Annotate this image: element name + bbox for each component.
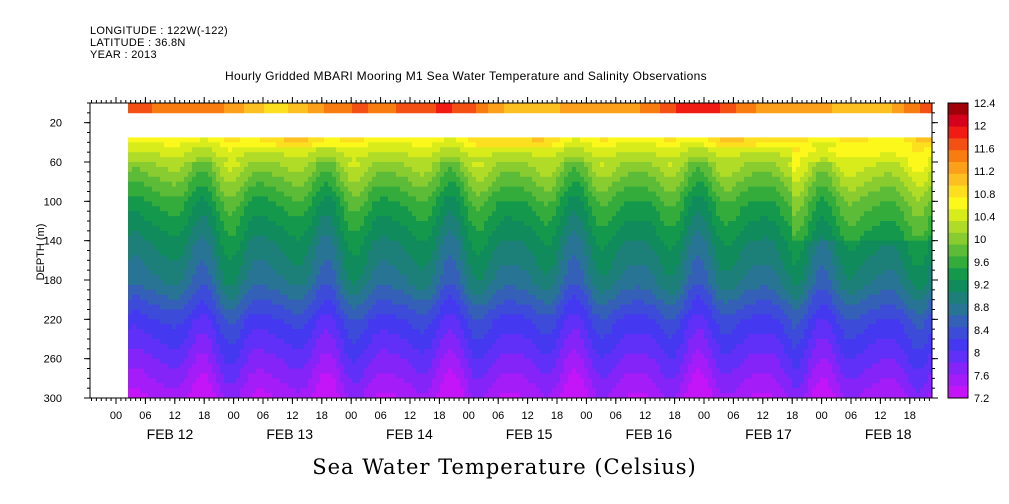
x-tick-label: 12 (404, 410, 416, 422)
x-day-label: FEB 14 (386, 426, 433, 442)
colorbar-swatch (948, 126, 968, 139)
y-tick-label: 180 (44, 275, 62, 287)
y-tick-label: 100 (44, 196, 62, 208)
x-tick-label: 18 (316, 410, 328, 422)
colorbar-swatch (948, 150, 968, 163)
x-tick-label: 00 (698, 410, 710, 422)
x-tick-label: 18 (904, 410, 916, 422)
y-tick-label: 140 (44, 236, 62, 248)
colorbar-label: 9.2 (974, 280, 989, 292)
x-tick-label: 00 (227, 410, 239, 422)
x-axis: 00 06 12 18 00 06 12 18 00 06 12 18 00 06 12 18 00 06 12 18… (91, 97, 930, 442)
heatmap-field (128, 103, 932, 398)
x-day-label: FEB 12 (147, 426, 194, 442)
colorbar-label: 7.6 (974, 370, 989, 382)
colorbar-swatch (948, 374, 968, 387)
year-label: YEAR : 2013 (90, 49, 157, 61)
y-tick-label: 260 (44, 354, 62, 366)
x-axis-label: Sea Water Temperature (Celsius) (312, 455, 697, 479)
x-tick-label: 06 (492, 410, 504, 422)
y-axis: 20 60 100 140 180 220 260 300 (44, 102, 938, 405)
x-tick-label: 00 (580, 410, 592, 422)
x-tick-label: 18 (551, 410, 563, 422)
colorbar-label: 8 (974, 348, 980, 360)
colorbar-swatch (948, 103, 968, 116)
x-tick-label: 12 (874, 410, 886, 422)
colorbar-label: 10 (974, 234, 986, 246)
x-tick-label: 06 (374, 410, 386, 422)
colorbar-swatch (948, 232, 968, 246)
x-tick-label: 06 (845, 410, 857, 422)
x-tick-label: 06 (257, 410, 269, 422)
colorbar-swatch (948, 362, 968, 375)
colorbar-label: 12.4 (974, 98, 995, 110)
colorbar: 12.4 12 11.6 11.2 10.8 10.4 10 9.6 9.2 8.8 8.4 8 7.6… (947, 98, 995, 405)
colorbar-swatch (948, 138, 968, 151)
colorbar-label: 9.6 (974, 257, 989, 269)
x-tick-label: 12 (521, 410, 533, 422)
colorbar-swatch (948, 386, 968, 399)
colorbar-swatch (948, 315, 968, 328)
x-tick-label: 18 (433, 410, 445, 422)
x-day-label: FEB 18 (865, 426, 912, 442)
colorbar-swatch (948, 221, 968, 234)
colorbar-swatch (948, 339, 968, 352)
colorbar-swatch (948, 197, 968, 210)
y-tick-label: 60 (50, 157, 62, 169)
longitude-label: LONGITUDE : 122W(-122) (90, 25, 229, 37)
y-tick-label: 220 (44, 314, 62, 326)
colorbar-swatch (948, 256, 968, 269)
x-tick-label: 12 (757, 410, 769, 422)
x-tick-label: 00 (815, 410, 827, 422)
x-tick-label: 18 (786, 410, 798, 422)
colorbar-swatch (948, 291, 968, 305)
colorbar-swatch (948, 162, 968, 175)
x-tick-label: 00 (110, 410, 122, 422)
x-tick-label: 12 (286, 410, 298, 422)
x-tick-label: 12 (639, 410, 651, 422)
x-day-label: FEB 16 (625, 426, 672, 442)
colorbar-label: 8.8 (974, 302, 989, 314)
colorbar-label: 10.4 (974, 212, 995, 224)
colorbar-frame (947, 102, 969, 399)
y-tick-label: 300 (44, 393, 62, 405)
x-tick-label: 06 (139, 410, 151, 422)
chart-title: Hourly Gridded MBARI Mooring M1 Sea Wate… (225, 69, 707, 83)
colorbar-swatch (948, 350, 968, 364)
x-day-label: FEB 13 (266, 426, 313, 442)
colorbar-swatch (948, 327, 968, 340)
colorbar-label: 11.2 (974, 166, 995, 178)
colorbar-swatch (948, 209, 968, 222)
colorbar-swatch (948, 244, 968, 257)
colorbar-label: 12 (974, 121, 986, 133)
latitude-label: LATITUDE : 36.8N (90, 37, 186, 49)
colorbar-swatch (948, 280, 968, 293)
colorbar-swatch (948, 173, 968, 187)
colorbar-swatch (948, 185, 968, 198)
colorbar-label: 10.8 (974, 189, 995, 201)
x-tick-label: 06 (610, 410, 622, 422)
colorbar-label: 8.4 (974, 325, 989, 337)
x-tick-label: 00 (463, 410, 475, 422)
colorbar-swatch (948, 268, 968, 281)
x-tick-label: 18 (668, 410, 680, 422)
x-tick-label: 18 (198, 410, 210, 422)
colorbar-swatch (948, 303, 968, 316)
x-day-label: FEB 15 (506, 426, 553, 442)
y-axis-label: DEPTH (m) (35, 224, 47, 281)
x-tick-label: 00 (345, 410, 357, 422)
x-tick-label: 06 (727, 410, 739, 422)
colorbar-swatch (948, 114, 968, 128)
y-tick-label: 20 (50, 118, 62, 130)
x-day-label: FEB 17 (745, 426, 792, 442)
x-tick-label: 12 (169, 410, 181, 422)
colorbar-label: 11.6 (974, 143, 995, 155)
colorbar-label: 7.2 (974, 393, 989, 405)
